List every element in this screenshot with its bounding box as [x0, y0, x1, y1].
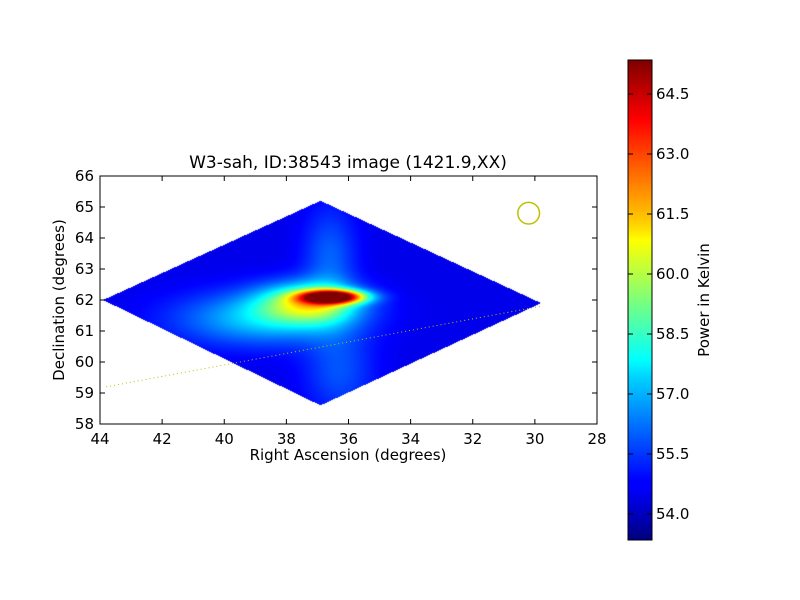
- chart-title: W3-sah, ID:38543 image (1421.9,XX): [189, 153, 507, 173]
- colorbar-tick-label: 57.0: [656, 385, 689, 403]
- heatmap-image: [100, 176, 597, 424]
- colorbar-tick-label: 60.0: [656, 265, 689, 283]
- y-tick-label: 65: [75, 198, 94, 216]
- x-axis-ticks: 44 42 40 38 36 34 32 30 28: [90, 176, 607, 448]
- colorbar-tick-label: 54.0: [656, 505, 689, 523]
- y-tick-label: 66: [75, 167, 94, 185]
- x-tick-label: 36: [339, 430, 358, 448]
- x-tick-label: 44: [90, 430, 109, 448]
- y-tick-label: 60: [75, 353, 94, 371]
- x-tick-label: 32: [463, 430, 482, 448]
- x-tick-label: 42: [153, 430, 172, 448]
- x-tick-label: 40: [215, 430, 234, 448]
- y-tick-label: 61: [75, 322, 94, 340]
- colorbar-tick-label: 55.5: [656, 445, 689, 463]
- colorbar-tick-label: 64.5: [656, 85, 689, 103]
- y-axis-label: Declination (degrees): [50, 219, 68, 381]
- colorbar-tick-label: 58.5: [656, 325, 689, 343]
- plot-area: 44 42 40 38 36 34 32 30 28 58 59 60 61 62 63 64 65 66: [75, 167, 607, 448]
- y-tick-label: 62: [75, 291, 94, 309]
- beam-circle: [517, 201, 541, 225]
- x-tick-label: 34: [401, 430, 420, 448]
- colorbar-gradient: [627, 59, 653, 541]
- dotted-track-line: [106, 305, 542, 388]
- y-tick-label: 58: [75, 415, 94, 433]
- colorbar-label: Power in Kelvin: [695, 243, 713, 357]
- y-axis-ticks: 58 59 60 61 62 63 64 65 66: [75, 167, 597, 433]
- colorbar: 54.0 55.5 57.0 58.5 60.0 61.5 63.0 64.5 Power i…: [627, 59, 713, 541]
- overlays: [106, 201, 542, 388]
- x-tick-label: 38: [277, 430, 296, 448]
- y-tick-label: 63: [75, 260, 94, 278]
- colorbar-tick-label: 63.0: [656, 145, 689, 163]
- colorbar-ticks: 54.0 55.5 57.0 58.5 60.0 61.5 63.0 64.5: [628, 85, 689, 523]
- y-tick-label: 59: [75, 384, 94, 402]
- x-tick-label: 28: [587, 430, 606, 448]
- y-tick-label: 64: [75, 229, 94, 247]
- x-axis-label: Right Ascension (degrees): [250, 446, 447, 464]
- colorbar-tick-label: 61.5: [656, 205, 689, 223]
- x-tick-label: 30: [525, 430, 544, 448]
